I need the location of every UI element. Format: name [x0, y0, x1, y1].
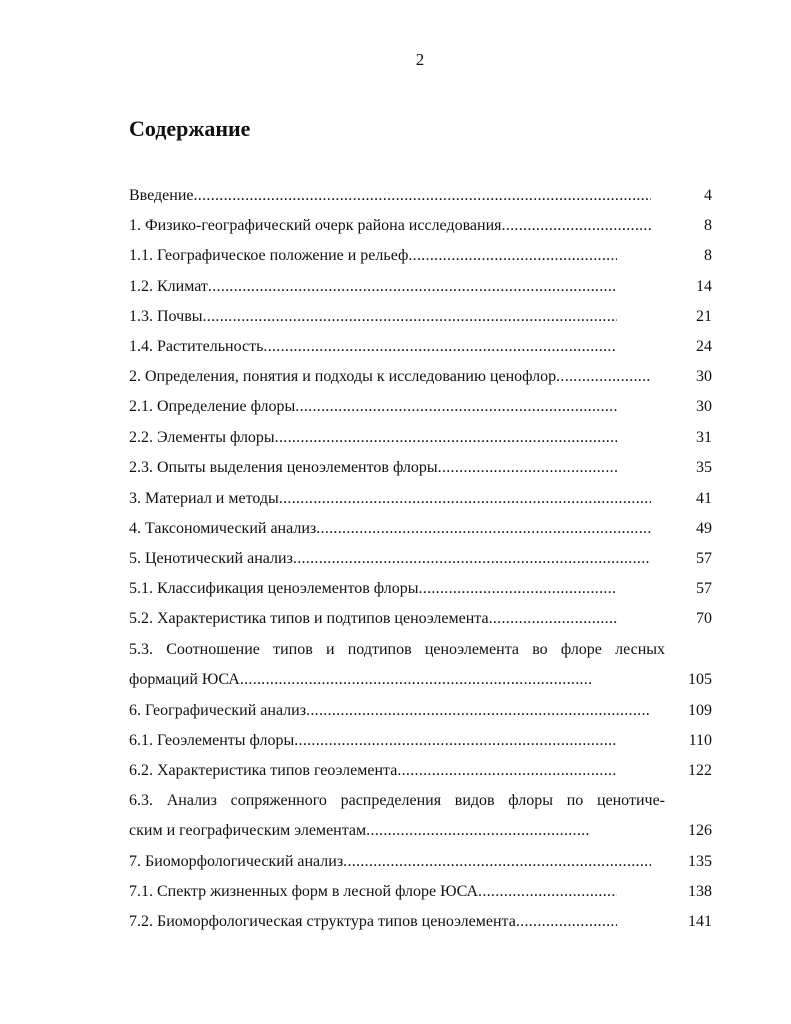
- toc-entry-label: 5.2. Характеристика типов и подтипов цен…: [129, 610, 489, 627]
- toc-entry[interactable]: 2. Определения, понятия и подходы к иссл…: [129, 366, 712, 388]
- toc-entry[interactable]: ским и географическим элементам 126: [129, 820, 712, 842]
- toc-entry[interactable]: 1.3. Почвы 21: [129, 306, 712, 328]
- toc-entry-page: 4: [704, 187, 712, 204]
- toc-entry-label: 1.1. Географическое положение и рельеф: [129, 247, 409, 264]
- toc-entry[interactable]: 1.4. Растительность 24: [129, 336, 712, 358]
- toc-entry-label: 1.4. Растительность: [129, 338, 264, 355]
- toc-entry-page: 109: [688, 702, 712, 719]
- toc-entry-page: 30: [696, 368, 712, 385]
- toc-entry[interactable]: 1.2. Климат 14: [129, 276, 712, 298]
- toc-entry-label: 2. Определения, понятия и подходы к иссл…: [129, 368, 557, 385]
- toc-entry[interactable]: 5.2. Характеристика типов и подтипов цен…: [129, 608, 712, 630]
- toc-entry-first-line: 6.3. Анализ сопряженного распределения в…: [129, 792, 665, 809]
- toc-entry-label: 4. Таксономический анализ: [129, 520, 317, 537]
- toc-entry-label: 7.1. Спектр жизненных форм в лесной флор…: [129, 883, 479, 900]
- toc-entry-page: 105: [688, 671, 712, 688]
- toc-entry-first-line: 5.3. Соотношение типов и подтипов ценоэл…: [129, 641, 665, 658]
- toc-entry-label: 1.2. Климат: [129, 278, 208, 295]
- toc-entry-page: 122: [688, 762, 712, 779]
- toc-entry-label: 2.3. Опыты выделения ценоэлементов флоры: [129, 459, 438, 476]
- toc-entry[interactable]: 6.1. Геоэлементы флоры 110: [129, 730, 712, 752]
- toc-entry-label: формаций ЮСА: [129, 671, 240, 688]
- toc-entry-label: 7.2. Биоморфологическая структура типов …: [129, 913, 516, 930]
- toc-entry[interactable]: 2.1. Определение флоры 30: [129, 396, 712, 418]
- toc-entry[interactable]: 5. Ценотический анализ 57: [129, 548, 712, 570]
- toc-entry[interactable]: формаций ЮСА 105: [129, 669, 712, 691]
- toc-entry[interactable]: 2.2. Элементы флоры 31: [129, 427, 712, 449]
- toc-entry-page: 141: [688, 913, 712, 930]
- toc-entry[interactable]: 5.1. Классификация ценоэлементов флоры 57: [129, 578, 712, 600]
- toc-entry-page: 24: [696, 338, 712, 355]
- toc-entry-page: 14: [696, 278, 712, 295]
- toc-entry-label: 5.1. Классификация ценоэлементов флоры: [129, 580, 419, 597]
- toc-entry-label: 6. Географический анализ: [129, 702, 307, 719]
- toc-entry-page: 21: [696, 308, 712, 325]
- toc-entry[interactable]: Введение 4: [129, 185, 712, 207]
- toc-entry-label: 6.2. Характеристика типов геоэлемента: [129, 762, 398, 779]
- toc-entry[interactable]: 2.3. Опыты выделения ценоэлементов флоры…: [129, 457, 712, 479]
- toc-entry-page: 135: [688, 853, 712, 870]
- toc-entry-label: 2.2. Элементы флоры: [129, 429, 275, 446]
- toc-entry-page: 49: [696, 520, 712, 537]
- toc-entry-label: Введение: [129, 187, 194, 204]
- toc-entry-page: 8: [704, 247, 712, 264]
- toc-entry-label: 3. Материал и методы: [129, 490, 279, 507]
- toc-entry-label: ским и географическим элементам: [129, 822, 367, 839]
- toc-entry[interactable]: 1.1. Географическое положение и рельеф 8: [129, 245, 712, 267]
- toc-entry[interactable]: 7.2. Биоморфологическая структура типов …: [129, 911, 712, 933]
- toc-entry-page: 41: [696, 490, 712, 507]
- toc-entry[interactable]: 1. Физико-географический очерк района ис…: [129, 215, 712, 237]
- toc-entry[interactable]: 6. Географический анализ 109: [129, 700, 712, 722]
- toc-entry-page: 138: [688, 883, 712, 900]
- page-number: 2: [415, 50, 425, 69]
- toc-entry-label: 5. Ценотический анализ: [129, 550, 293, 567]
- toc-entry-page: 110: [688, 732, 712, 749]
- toc-entry-label: 7. Биоморфологический анализ: [129, 853, 344, 870]
- toc-entry-page: 57: [696, 550, 712, 567]
- toc-entry-page: 57: [696, 580, 712, 597]
- toc-entry[interactable]: 6.2. Характеристика типов геоэлемента 122: [129, 760, 712, 782]
- toc-entry[interactable]: 3. Материал и методы 41: [129, 488, 712, 510]
- toc-entry-label: 6.1. Геоэлементы флоры: [129, 732, 295, 749]
- toc-entry-page: 31: [696, 429, 712, 446]
- toc-entry-page: 70: [696, 610, 712, 627]
- toc-entry[interactable]: 7.1. Спектр жизненных форм в лесной флор…: [129, 881, 712, 903]
- page-title: Содержание: [129, 116, 251, 141]
- toc-entry-label: 2.1. Определение флоры: [129, 398, 296, 415]
- toc-entry[interactable]: 4. Таксономический анализ 49: [129, 518, 712, 540]
- toc-entry-label: 1. Физико-географический очерк района ис…: [129, 217, 502, 234]
- toc-entry-label: 1.3. Почвы: [129, 308, 203, 325]
- toc-entry[interactable]: 7. Биоморфологический анализ 135: [129, 851, 712, 873]
- toc-entry-page: 8: [704, 217, 712, 234]
- toc-entry-page: 126: [688, 822, 712, 839]
- toc-entry-page: 30: [696, 398, 712, 415]
- toc-entry-page: 35: [696, 459, 712, 476]
